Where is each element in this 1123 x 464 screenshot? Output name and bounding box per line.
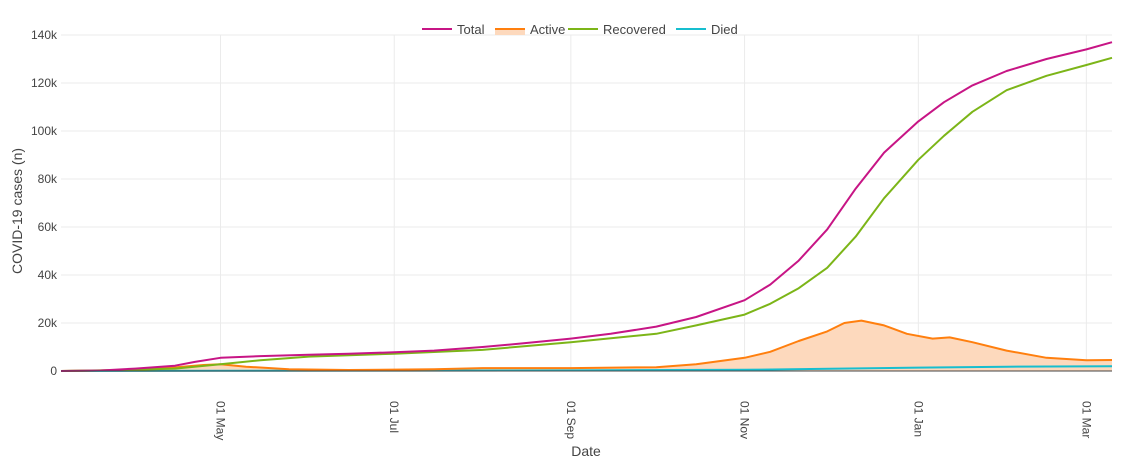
x-tick-label: 01 Jul xyxy=(387,401,401,433)
legend-item-died[interactable]: Died xyxy=(676,22,738,37)
series-line-active[interactable] xyxy=(60,319,1113,372)
legend-item-total[interactable]: Total xyxy=(422,22,485,37)
y-axis-title: COVID-19 cases (n) xyxy=(9,148,25,274)
x-tick-label: 01 Jan xyxy=(911,401,925,437)
legend-label: Recovered xyxy=(603,22,666,37)
y-tick-label: 120k xyxy=(31,76,58,90)
legend[interactable]: Total Active Recovered Died xyxy=(422,22,738,37)
y-tick-label: 40k xyxy=(38,268,58,282)
x-tick-label: 01 Sep xyxy=(564,401,578,439)
y-tick-label: 20k xyxy=(38,316,58,330)
area-fills xyxy=(61,320,1112,371)
y-tick-label: 100k xyxy=(31,124,58,138)
series-line-recovered[interactable] xyxy=(60,56,1113,372)
axes: 0 20k 40k 60k 80k 100k 120k 140k 01 May 01 Jul 01 … xyxy=(31,28,1112,440)
legend-swatch-fill xyxy=(495,29,525,35)
y-tick-label: 60k xyxy=(38,220,58,234)
series-area-active xyxy=(61,320,1112,371)
legend-label: Total xyxy=(457,22,485,37)
x-tick-label: 01 May xyxy=(214,401,228,440)
legend-item-recovered[interactable]: Recovered xyxy=(568,22,666,37)
x-axis-title: Date xyxy=(571,443,601,459)
y-tick-label: 80k xyxy=(38,172,58,186)
y-tick-label: 140k xyxy=(31,28,58,42)
legend-label: Died xyxy=(711,22,738,37)
y-tick-label: 0 xyxy=(50,364,57,378)
x-tick-label: 01 Mar xyxy=(1079,401,1093,438)
legend-item-active[interactable]: Active xyxy=(495,22,565,37)
x-tick-label: 01 Nov xyxy=(738,401,752,439)
series-line-total[interactable] xyxy=(60,41,1113,372)
legend-label: Active xyxy=(530,22,565,37)
series-lines xyxy=(60,41,1113,372)
grid xyxy=(61,34,1112,371)
